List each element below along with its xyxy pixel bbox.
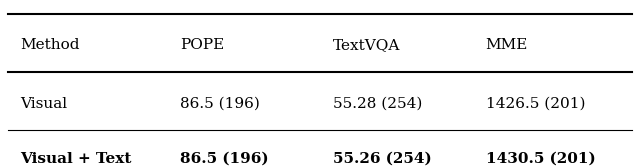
- Text: MME: MME: [486, 38, 528, 52]
- Text: POPE: POPE: [180, 38, 224, 52]
- Text: 86.5 (196): 86.5 (196): [180, 152, 268, 166]
- Text: Method: Method: [20, 38, 80, 52]
- Text: 55.26 (254): 55.26 (254): [333, 152, 431, 166]
- Text: 1426.5 (201): 1426.5 (201): [486, 97, 585, 111]
- Text: TextVQA: TextVQA: [333, 38, 400, 52]
- Text: Visual: Visual: [20, 97, 68, 111]
- Text: 55.28 (254): 55.28 (254): [333, 97, 422, 111]
- Text: 1430.5 (201): 1430.5 (201): [486, 152, 595, 166]
- Text: Visual + Text: Visual + Text: [20, 152, 132, 166]
- Text: 86.5 (196): 86.5 (196): [180, 97, 260, 111]
